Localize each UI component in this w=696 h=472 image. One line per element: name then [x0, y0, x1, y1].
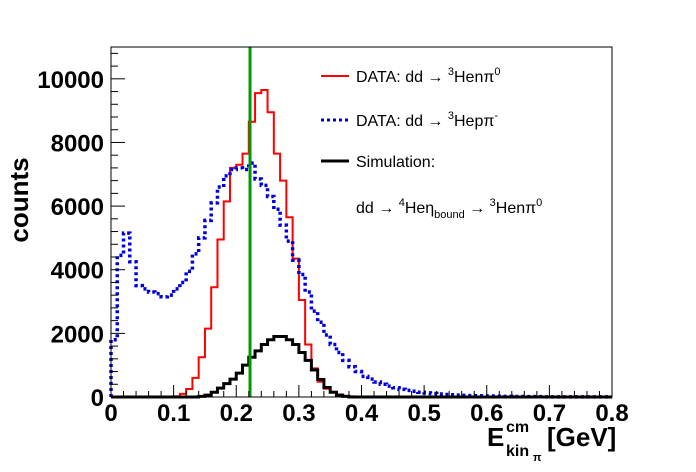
- legend-entry-3: Simulation:: [356, 154, 435, 171]
- x-axis-title: E cm kin π [GeV]: [487, 419, 616, 464]
- y-tick-label: 4000: [51, 258, 104, 285]
- x-tick-label: 0.5: [407, 400, 440, 427]
- tick-marks: [110, 52, 613, 398]
- x-tick-label: 0.1: [157, 400, 190, 427]
- x-axis-title-sup: cm: [506, 419, 529, 436]
- y-tick-label: 8000: [51, 130, 104, 157]
- x-axis-title-e: E: [487, 422, 504, 452]
- y-tick-label: 6000: [51, 194, 104, 221]
- x-tick-label: 0.3: [282, 400, 315, 427]
- y-axis-title: counts: [4, 157, 34, 242]
- y-tick-label: 2000: [51, 321, 104, 348]
- x-axis-title-subsub: π: [533, 452, 542, 464]
- x-tick-label: 0.2: [220, 400, 253, 427]
- legend: DATA: dd → 3Henπ0 DATA: dd → 3Hepπ- Simu…: [321, 66, 542, 221]
- x-tick-label: 0.6: [470, 400, 503, 427]
- x-axis-title-sub: kin: [506, 443, 529, 460]
- legend-reaction-line: dd → 4Heηbound → 3Henπ0: [356, 197, 542, 221]
- x-tick-label: 0.8: [595, 400, 628, 427]
- legend-entry-2: DATA: dd → 3Hepπ-: [356, 110, 498, 130]
- tick-labels: 0 0.1 0.2 0.3 0.4 0.5 0.6 0.7 0.8 0 2000 4000 6000 80…: [37, 67, 628, 427]
- x-axis-title-unit: [GeV]: [547, 422, 616, 452]
- legend-entry-1: DATA: dd → 3Henπ0: [356, 66, 501, 86]
- y-tick-label: 10000: [37, 67, 104, 94]
- y-tick-label: 0: [91, 385, 104, 412]
- x-tick-label: 0: [104, 400, 117, 427]
- x-tick-label: 0.7: [533, 400, 566, 427]
- x-tick-label: 0.4: [345, 400, 379, 427]
- series-1-histogram: [109, 161, 612, 399]
